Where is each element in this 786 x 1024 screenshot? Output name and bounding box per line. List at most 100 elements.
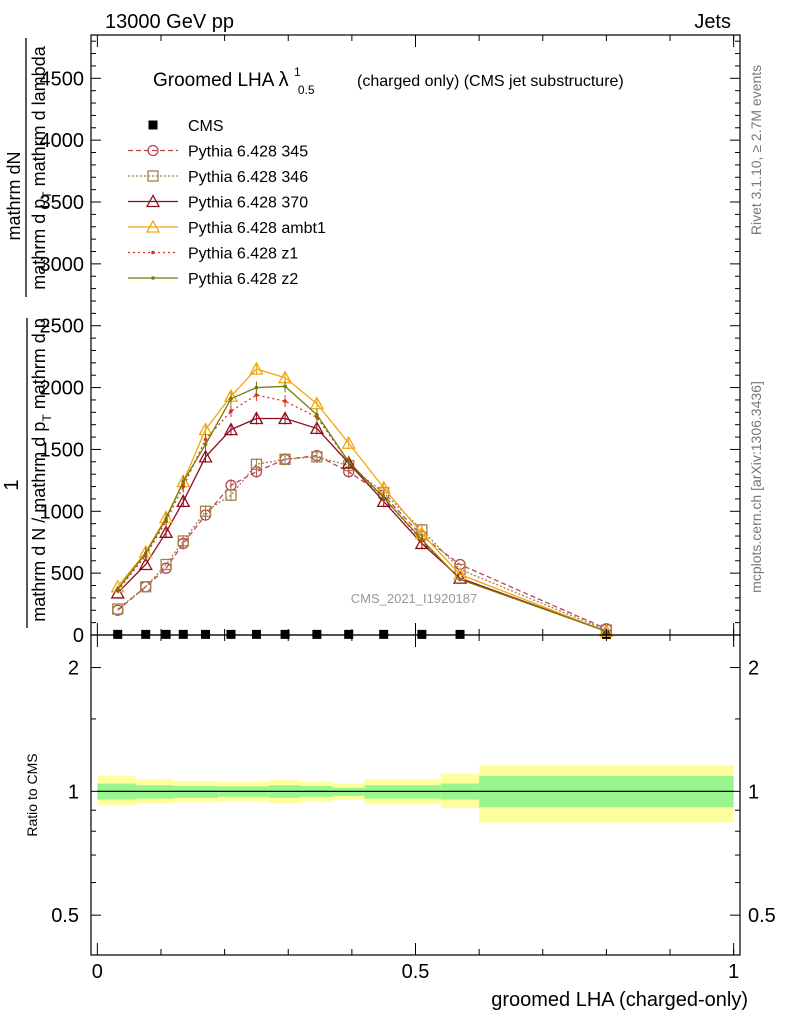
data-point	[229, 396, 233, 401]
main-y-tick-label: 2000	[40, 378, 85, 400]
data-point	[277, 411, 293, 425]
data-point	[164, 516, 168, 521]
data-point	[203, 442, 208, 447]
data-point	[455, 629, 465, 639]
main-y-label: 1 mathrm dN mathrm d pT mathrm d lambda …	[1, 38, 54, 628]
data-point	[229, 409, 233, 413]
legend-marker	[145, 194, 161, 208]
main-y-ticks: 0 500 1000 1500 2000 2500 3000 3500 4000 4500	[40, 40, 740, 647]
data-point	[420, 537, 424, 542]
data-point	[223, 422, 239, 436]
data-point	[280, 629, 290, 639]
series-line	[117, 394, 607, 632]
data-point	[198, 449, 213, 463]
ratio-y-ticks: 0.5 0.5 1 1 2 2	[51, 658, 776, 928]
data-point	[283, 399, 287, 403]
legend-label: Pythia 6.428 370	[188, 195, 308, 212]
data-point	[251, 629, 261, 639]
main-y-tick-label: 4000	[40, 130, 85, 152]
main-panel: 0 500 1000 1500 2000 2500 3000 3500 4000 4500 CMS…	[40, 34, 741, 647]
watermark: CMS_2021_I1920187	[351, 591, 478, 606]
data-point	[341, 435, 356, 449]
side-label-bottom: mcplots.cern.ch [arXiv:1306.3436]	[748, 381, 764, 593]
data-point	[161, 629, 171, 639]
data-point	[201, 629, 211, 639]
legend-label: Pythia 6.428 ambt1	[188, 220, 326, 237]
data-point	[178, 629, 188, 639]
data-point	[141, 629, 151, 639]
title-prefix: Groomed LHA	[153, 70, 279, 91]
ylabel-numerator: 1	[1, 479, 23, 490]
ratio-y-tick-label-right: 1	[748, 781, 759, 803]
ratio-y-tick-label: 2	[68, 658, 79, 680]
data-point	[158, 524, 174, 538]
x-tick-label: 0.5	[402, 961, 430, 983]
data-point	[113, 629, 123, 639]
series-line	[117, 454, 607, 630]
data-point	[309, 421, 324, 435]
ylabel-fraction-top: mathrm dN	[4, 151, 24, 240]
legend-item: Pythia 6.428 345	[128, 144, 308, 161]
data-point	[250, 458, 263, 470]
data-point	[110, 585, 125, 599]
data-point	[160, 558, 172, 571]
series-6	[115, 380, 609, 634]
data-point	[381, 495, 386, 500]
data-point	[344, 629, 354, 639]
header-right: Jets	[694, 11, 731, 33]
ratio-y-tick-label-right: 2	[748, 658, 759, 680]
legend-item: Pythia 6.428 ambt1	[128, 219, 326, 237]
legend-label: Pythia 6.428 z2	[188, 271, 298, 288]
data-point	[346, 460, 351, 464]
ratio-y-tick-label: 0.5	[51, 905, 79, 927]
main-y-tick-label: 1000	[40, 501, 85, 523]
title-symbol: λ	[279, 69, 289, 91]
data-point	[279, 453, 291, 465]
data-point	[249, 361, 264, 375]
x-tick-label: 1	[728, 961, 739, 983]
data-point	[226, 629, 236, 639]
data-point	[143, 551, 148, 556]
legend-marker	[148, 120, 158, 130]
main-y-tick-label: 0	[73, 625, 84, 647]
data-point	[199, 505, 212, 517]
data-point	[315, 412, 319, 417]
legend-item: Pythia 6.428 z2	[128, 271, 298, 288]
ratio-y-tick-label: 1	[68, 781, 79, 803]
data-point	[417, 629, 427, 639]
main-series	[110, 361, 614, 639]
legend-marker	[151, 276, 155, 280]
legend-item: Pythia 6.428 z1	[128, 246, 298, 263]
ratio-y-label: Ratio to CMS	[24, 753, 40, 836]
title-sup: 1	[294, 65, 301, 79]
main-y-tick-label: 500	[51, 563, 84, 585]
x-tick-label: 0	[92, 961, 103, 983]
data-point	[379, 629, 389, 639]
data-point	[341, 455, 356, 469]
data-point	[254, 385, 259, 390]
data-point	[309, 396, 324, 410]
series-line	[117, 385, 607, 632]
data-point	[140, 581, 152, 593]
series-2	[112, 450, 613, 636]
header-left: 13000 GeV pp	[105, 11, 234, 33]
series-line	[117, 456, 607, 631]
x-ticks: 0 0.5 1	[92, 35, 739, 983]
chart-title-suffix: (charged only) (CMS jet substructure)	[357, 73, 624, 90]
data-point	[283, 384, 287, 389]
main-y-tick-label: 3000	[40, 254, 85, 276]
side-label-top: Rivet 3.1.10, ≥ 2.7M events	[748, 65, 764, 235]
series-line	[117, 417, 607, 632]
legend-marker	[145, 219, 161, 233]
x-axis-label: groomed LHA (charged-only)	[491, 989, 748, 1011]
data-point	[452, 570, 468, 584]
main-y-tick-label: 3500	[40, 192, 85, 214]
data-point	[112, 603, 124, 615]
legend-label: Pythia 6.428 345	[188, 144, 308, 161]
ratio-y-tick-label-right: 0.5	[748, 905, 776, 927]
ratio-bands	[97, 764, 734, 823]
data-point	[249, 411, 264, 425]
data-point	[254, 393, 259, 397]
legend-item: Pythia 6.428 346	[128, 169, 308, 186]
